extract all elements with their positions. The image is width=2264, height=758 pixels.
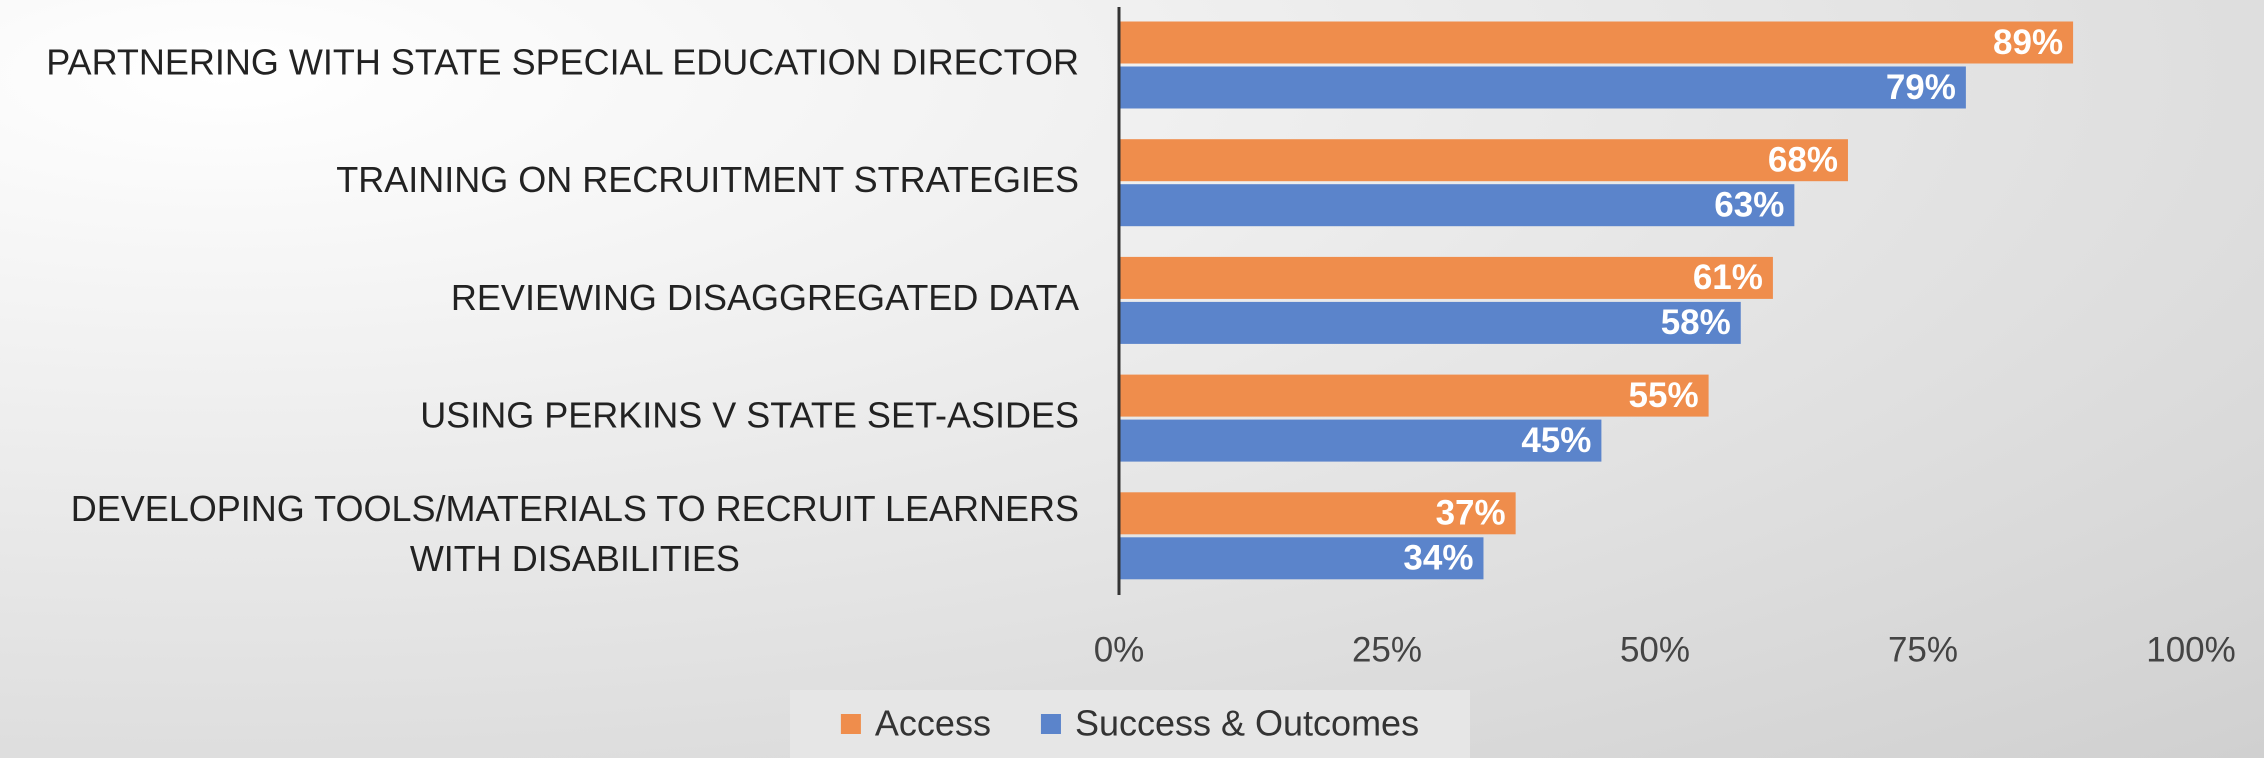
data-label: 63% xyxy=(1714,185,1784,224)
category-label: REVIEWING DISAGGREGATED DATA xyxy=(451,277,1079,318)
bar xyxy=(1119,21,2074,64)
bar xyxy=(1119,184,1795,227)
bar xyxy=(1119,537,1484,580)
x-tick-label: 100% xyxy=(2146,630,2236,669)
category-label: PARTNERING WITH STATE SPECIAL EDUCATION … xyxy=(46,42,1079,83)
x-tick-label: 25% xyxy=(1352,630,1422,669)
category-label: DEVELOPING TOOLS/MATERIALS TO RECRUIT LE… xyxy=(71,487,1079,578)
category-label: TRAINING ON RECRUITMENT STRATEGIES xyxy=(336,159,1079,200)
data-label: 58% xyxy=(1661,303,1731,342)
data-label: 68% xyxy=(1768,140,1838,179)
data-label: 89% xyxy=(1993,23,2063,62)
data-label: 37% xyxy=(1436,494,1506,533)
legend-label: Access xyxy=(875,703,991,744)
bar xyxy=(1119,301,1741,344)
legend-swatch xyxy=(1040,714,1061,734)
data-label: 45% xyxy=(1521,421,1591,460)
bar xyxy=(1119,419,1602,462)
x-tick-label: 50% xyxy=(1620,630,1690,669)
x-tick-label: 75% xyxy=(1888,630,1958,669)
category-label: USING PERKINS V STATE SET-ASIDES xyxy=(420,395,1079,436)
legend-box xyxy=(790,690,1470,758)
bar xyxy=(1119,492,1516,535)
data-label: 79% xyxy=(1886,68,1956,107)
bar xyxy=(1119,374,1709,417)
legend-label: Success & Outcomes xyxy=(1075,703,1419,744)
bar xyxy=(1119,66,1966,109)
x-tick-label: 0% xyxy=(1094,630,1145,669)
legend-swatch xyxy=(840,714,861,734)
data-label: 34% xyxy=(1403,539,1473,578)
bar xyxy=(1119,256,1773,299)
data-label: 55% xyxy=(1629,376,1699,415)
bar xyxy=(1119,139,1848,182)
data-label: 61% xyxy=(1693,258,1763,297)
